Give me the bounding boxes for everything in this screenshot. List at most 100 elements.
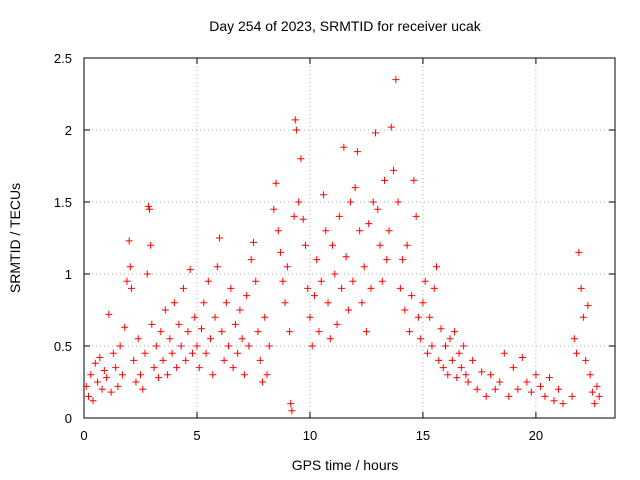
- data-point: [134, 335, 142, 343]
- data-point: [523, 378, 531, 386]
- data-point: [170, 299, 178, 307]
- data-point: [448, 356, 456, 364]
- data-point: [401, 306, 409, 314]
- x-tick-label: 10: [303, 428, 317, 443]
- data-point: [577, 284, 585, 292]
- data-point: [136, 371, 144, 379]
- data-point: [247, 256, 255, 264]
- data-point: [114, 382, 122, 390]
- data-point: [351, 184, 359, 192]
- data-point: [132, 378, 140, 386]
- data-point: [362, 328, 370, 336]
- data-point: [141, 349, 149, 357]
- data-point: [573, 349, 581, 357]
- data-point: [191, 313, 199, 321]
- data-point: [428, 342, 436, 350]
- data-point: [227, 284, 235, 292]
- data-point: [333, 320, 341, 328]
- data-point: [432, 263, 440, 271]
- data-point: [290, 212, 298, 220]
- data-point: [168, 349, 176, 357]
- data-point: [225, 342, 233, 350]
- data-point: [410, 176, 418, 184]
- data-point: [204, 277, 212, 285]
- data-point: [306, 313, 314, 321]
- data-point: [414, 313, 422, 321]
- data-point: [259, 378, 267, 386]
- data-point: [575, 248, 583, 256]
- data-point: [570, 335, 578, 343]
- data-point: [277, 248, 285, 256]
- data-point: [446, 335, 454, 343]
- data-point: [487, 371, 495, 379]
- data-point: [505, 392, 513, 400]
- data-point: [82, 382, 90, 390]
- data-point: [175, 320, 183, 328]
- data-point: [408, 292, 416, 300]
- data-point: [139, 385, 147, 393]
- data-point: [123, 277, 131, 285]
- data-point: [127, 284, 135, 292]
- data-point: [532, 371, 540, 379]
- data-point: [130, 356, 138, 364]
- plot-area-border: [83, 57, 616, 419]
- data-point: [559, 400, 567, 408]
- data-point: [295, 198, 303, 206]
- data-point: [301, 241, 309, 249]
- data-point: [315, 328, 323, 336]
- x-axis-label: GPS time / hours: [292, 457, 399, 473]
- data-point: [419, 299, 427, 307]
- data-point: [249, 238, 257, 246]
- data-point: [236, 306, 244, 314]
- data-point: [595, 392, 603, 400]
- data-point: [329, 241, 337, 249]
- data-point: [457, 364, 465, 372]
- data-point: [85, 392, 93, 400]
- data-point: [103, 374, 111, 382]
- data-point: [392, 76, 400, 84]
- data-point: [209, 371, 217, 379]
- y-tick-label: 1.5: [54, 195, 72, 210]
- data-point: [263, 371, 271, 379]
- data-point: [159, 356, 167, 364]
- data-point: [541, 392, 549, 400]
- data-point: [116, 342, 124, 350]
- data-point: [500, 349, 508, 357]
- data-point: [207, 335, 215, 343]
- data-point: [344, 306, 352, 314]
- data-point: [179, 284, 187, 292]
- data-point: [287, 400, 295, 408]
- data-point: [283, 263, 291, 271]
- data-point: [417, 335, 425, 343]
- data-point: [536, 382, 544, 390]
- y-tick-label: 0: [65, 411, 72, 426]
- data-point: [288, 407, 296, 415]
- data-point: [326, 335, 334, 343]
- x-tick-label: 5: [193, 428, 200, 443]
- data-point: [399, 256, 407, 264]
- data-point: [396, 284, 404, 292]
- data-point: [177, 342, 185, 350]
- y-tick-label: 0.5: [54, 339, 72, 354]
- data-point: [442, 342, 450, 350]
- data-point: [591, 400, 599, 408]
- data-point: [89, 397, 97, 405]
- data-point: [383, 256, 391, 264]
- data-point: [320, 191, 328, 199]
- data-point: [254, 328, 262, 336]
- data-point: [403, 241, 411, 249]
- data-point: [310, 292, 318, 300]
- y-tick-label: 1: [65, 267, 72, 282]
- data-point: [197, 325, 205, 333]
- data-point: [369, 198, 377, 206]
- data-point: [182, 356, 190, 364]
- data-points: [82, 76, 603, 415]
- data-point: [222, 299, 230, 307]
- data-point: [184, 328, 192, 336]
- data-point: [200, 299, 208, 307]
- data-point: [451, 328, 459, 336]
- data-point: [331, 270, 339, 278]
- data-point: [518, 354, 526, 362]
- data-point: [469, 356, 477, 364]
- data-point: [148, 320, 156, 328]
